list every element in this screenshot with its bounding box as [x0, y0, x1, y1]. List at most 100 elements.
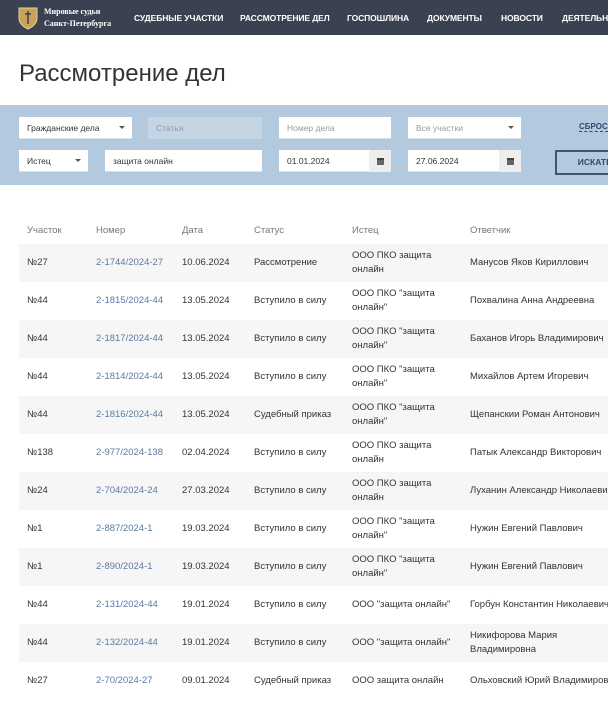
- cell-plaintiff: ООО ПКО защита онлайн: [352, 440, 432, 465]
- shield-logo-icon[interactable]: [17, 6, 39, 30]
- cell-status: Вступило в силу: [254, 523, 327, 534]
- page-title: Рассмотрение дел: [19, 60, 226, 87]
- case-number-link[interactable]: 2-887/2024-1: [96, 523, 153, 534]
- cell-date: 13.05.2024: [182, 371, 230, 382]
- table-row: №27 2-70/2024-27 09.01.2024 Судебный приказ…: [19, 662, 608, 700]
- case-number-link[interactable]: 2-70/2024-27: [96, 675, 153, 686]
- case-number-link[interactable]: 2-1817/2024-44: [96, 333, 164, 344]
- col-status: Статус: [254, 225, 285, 236]
- case-number-link[interactable]: 2-1814/2024-44: [96, 371, 164, 382]
- nav-activity[interactable]: ДЕЯТЕЛЬНОСТЬ: [562, 13, 608, 23]
- cell-status: Вступило в силу: [254, 371, 327, 382]
- cell-date: 19.01.2024: [182, 637, 230, 648]
- cell-district: №138: [27, 447, 54, 458]
- cell-district: №44: [27, 333, 48, 344]
- cell-defendant: Горбун Константин Николаевич: [470, 599, 608, 610]
- col-number: Номер: [96, 225, 126, 236]
- date-from-input[interactable]: 01.01.2024: [279, 150, 391, 172]
- cell-number: 2-890/2024-1: [88, 548, 174, 586]
- table-row: №44 2-1816/2024-44 13.05.2024 Судебный прик…: [19, 396, 608, 434]
- cell-status: Вступило в силу: [254, 333, 327, 344]
- case-number-link[interactable]: 2-704/2024-24: [96, 485, 158, 496]
- case-number-link[interactable]: 2-131/2024-44: [96, 599, 158, 610]
- cell-defendant: Нужин Евгений Павлович: [470, 561, 583, 572]
- cell-date: 10.06.2024: [182, 257, 230, 268]
- top-header: Мировые судьи Санкт-Петербурга СУДЕБНЫЕ У…: [0, 0, 608, 35]
- cell-number: 2-704/2024-24: [88, 472, 174, 510]
- case-number-link[interactable]: 2-1744/2024-27: [96, 257, 164, 268]
- case-number-link[interactable]: 2-1816/2024-44: [96, 409, 164, 420]
- cell-status: Вступило в силу: [254, 447, 327, 458]
- cell-defendant: Нужин Евгений Павлович: [470, 523, 583, 534]
- cell-number: 2-1816/2024-44: [88, 396, 174, 434]
- party-role-select[interactable]: Истец: [19, 150, 88, 172]
- cell-date: 19.01.2024: [182, 599, 230, 610]
- brand-name[interactable]: Мировые судьи Санкт-Петербурга: [44, 7, 112, 28]
- case-type-select[interactable]: Гражданские дела: [19, 117, 132, 139]
- cell-number: 2-887/2024-1: [88, 510, 174, 548]
- chevron-down-icon: [75, 159, 81, 162]
- reset-button[interactable]: СБРОСИТЬ: [579, 122, 608, 132]
- cell-plaintiff: ООО ПКО "защита онлайн": [352, 288, 435, 313]
- district-select[interactable]: Все участки: [408, 117, 521, 139]
- col-district: Участок: [27, 225, 62, 236]
- cell-status: Судебный приказ: [254, 675, 332, 686]
- cell-date: 13.05.2024: [182, 295, 230, 306]
- cell-plaintiff: ООО "защита онлайн": [352, 599, 451, 610]
- cell-district: №24: [27, 485, 48, 496]
- cell-plaintiff: ООО ПКО "защита онлайн": [352, 554, 435, 579]
- nav-documents[interactable]: ДОКУМЕНТЫ: [427, 13, 482, 23]
- cell-status: Вступило в силу: [254, 561, 327, 572]
- case-number-link[interactable]: 2-890/2024-1: [96, 561, 153, 572]
- cell-defendant: Щепанскии Роман Антонович: [470, 409, 600, 420]
- calendar-icon[interactable]: [369, 150, 391, 172]
- cell-district: №44: [27, 637, 48, 648]
- cell-date: 02.04.2024: [182, 447, 230, 458]
- cell-plaintiff: ООО ПКО защита онлайн: [352, 250, 432, 275]
- nav-news[interactable]: НОВОСТИ: [501, 13, 543, 23]
- cell-district: №44: [27, 371, 48, 382]
- article-input[interactable]: Статья: [148, 117, 262, 139]
- cell-district: №27: [27, 675, 48, 686]
- search-button[interactable]: ИСКАТЬ: [555, 150, 608, 175]
- case-number-link[interactable]: 2-977/2024-138: [96, 447, 164, 458]
- case-number-input[interactable]: Номер дела: [279, 117, 391, 139]
- col-plaintiff: Истец: [352, 225, 379, 236]
- table-row: №44 2-1814/2024-44 13.05.2024 Вступило в си…: [19, 358, 608, 396]
- cell-defendant: Никифорова Мария Владимировна: [470, 630, 558, 655]
- col-date: Дата: [182, 225, 204, 236]
- cell-date: 13.05.2024: [182, 409, 230, 420]
- cell-number: 2-132/2024-44: [88, 624, 174, 662]
- cell-defendant: Луханин Александр Николаевич: [470, 485, 608, 496]
- cell-plaintiff: ООО ПКО защита онлайн: [352, 478, 432, 503]
- cell-defendant: Похвалина Анна Андреевна: [470, 295, 595, 306]
- table-row: №44 2-132/2024-44 19.01.2024 Вступило в сил…: [19, 624, 608, 662]
- cell-district: №1: [27, 561, 43, 572]
- nav-state-fee[interactable]: ГОСПОШЛИНА: [347, 13, 410, 23]
- case-number-link[interactable]: 2-1815/2024-44: [96, 295, 164, 306]
- table-row: №1 2-887/2024-1 19.03.2024 Вступило в силу О…: [19, 510, 608, 548]
- cell-number: 2-1814/2024-44: [88, 358, 174, 396]
- date-to-input[interactable]: 27.06.2024: [408, 150, 521, 172]
- nav-court-districts[interactable]: СУДЕБНЫЕ УЧАСТКИ: [134, 13, 224, 23]
- col-defendant: Ответчик: [470, 225, 511, 236]
- cell-number: 2-70/2024-27: [88, 662, 174, 700]
- table-row: №44 2-1815/2024-44 13.05.2024 Вступило в си…: [19, 282, 608, 320]
- cell-defendant: Манусов Яков Кириллович: [470, 257, 589, 268]
- cell-plaintiff: ООО ПКО "защита онлайн": [352, 326, 435, 351]
- calendar-icon[interactable]: [499, 150, 521, 172]
- cell-district: №44: [27, 599, 48, 610]
- party-name-input[interactable]: защита онлайн: [105, 150, 262, 172]
- cell-plaintiff: ООО ПКО "защита онлайн": [352, 516, 435, 541]
- cell-status: Вступило в силу: [254, 599, 327, 610]
- cell-defendant: Ольховский Юрий Владимирович: [470, 675, 608, 686]
- cell-status: Вступило в силу: [254, 637, 327, 648]
- chevron-down-icon: [508, 126, 514, 129]
- cell-district: №44: [27, 295, 48, 306]
- cell-defendant: Баханов Игорь Владимирович: [470, 333, 604, 344]
- cell-plaintiff: ООО ПКО "защита онлайн": [352, 364, 435, 389]
- case-number-link[interactable]: 2-132/2024-44: [96, 637, 158, 648]
- cell-status: Судебный приказ: [254, 409, 332, 420]
- cell-number: 2-1744/2024-27: [88, 244, 174, 282]
- nav-case-review[interactable]: РАССМОТРЕНИЕ ДЕЛ: [240, 13, 330, 23]
